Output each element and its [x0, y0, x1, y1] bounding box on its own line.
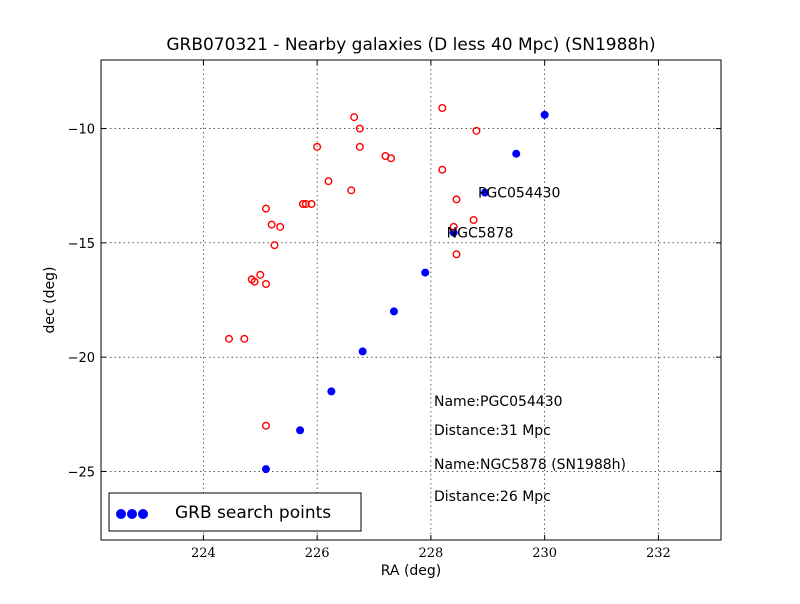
grb-search-point	[512, 149, 521, 158]
grb-search-point	[327, 387, 336, 396]
grb-search-point	[261, 465, 270, 474]
galaxy-point-label: NGC5878	[447, 226, 514, 242]
legend-box	[108, 492, 362, 532]
galaxy-point	[452, 195, 461, 204]
galaxy-point	[298, 199, 307, 208]
y-axis-label: dec (deg)	[42, 267, 58, 334]
x-axis-label: RA (deg)	[381, 563, 442, 579]
legend-label: GRB search points	[175, 503, 331, 523]
x-tick-label: 226	[305, 546, 330, 561]
galaxy-point	[472, 126, 481, 135]
galaxy-point	[387, 154, 396, 163]
grid-lines	[101, 60, 721, 540]
legend-marker	[116, 509, 126, 519]
legend-marker	[138, 509, 148, 519]
grb-search-point	[389, 307, 398, 316]
galaxy-point	[449, 222, 458, 231]
galaxy-point	[355, 142, 364, 151]
grb-search-point	[449, 228, 458, 237]
chart-title: GRB070321 - Nearby galaxies (D less 40 M…	[166, 35, 655, 55]
x-tick-label: 228	[418, 546, 443, 561]
galaxy-point	[438, 103, 447, 112]
annotation-distance-1: Distance:31 Mpc	[434, 423, 551, 439]
x-tick-label: 230	[532, 546, 557, 561]
annotation-name-1: Name:PGC054430	[434, 394, 563, 410]
galaxy-point	[307, 199, 316, 208]
data-points	[224, 103, 549, 474]
grb-search-point	[358, 347, 367, 356]
y-tick-label: −10	[68, 123, 95, 138]
grb-search-point	[296, 426, 305, 435]
galaxy-point	[452, 250, 461, 259]
legend-marker	[127, 509, 137, 519]
grb-search-point	[421, 268, 430, 277]
annotation-name-2: Name:NGC5878 (SN1988h)	[434, 457, 626, 473]
galaxy-point	[261, 421, 270, 430]
galaxy-point	[276, 222, 285, 231]
galaxy-point	[438, 165, 447, 174]
galaxy-point	[347, 186, 356, 195]
galaxy-point	[250, 277, 259, 286]
grb-search-point	[480, 188, 489, 197]
galaxy-point	[350, 113, 359, 122]
legend: GRB search points	[108, 492, 362, 532]
galaxy-point	[270, 241, 279, 250]
galaxy-point	[324, 177, 333, 186]
galaxy-point	[301, 199, 310, 208]
x-tick-label: 232	[646, 546, 671, 561]
galaxy-point	[261, 204, 270, 213]
galaxy-point	[313, 142, 322, 151]
galaxy-point	[240, 334, 249, 343]
x-tick-label: 224	[191, 546, 216, 561]
galaxy-point	[261, 280, 270, 289]
galaxy-point	[469, 215, 478, 224]
y-tick-label: −15	[68, 237, 95, 252]
grb-search-point	[540, 110, 549, 119]
y-tick-label: −25	[68, 465, 95, 480]
galaxy-point	[355, 124, 364, 133]
galaxy-point-label: PGC054430	[478, 186, 561, 202]
plot-frame	[100, 59, 722, 541]
galaxy-point	[267, 220, 276, 229]
point-labels: PGC054430 NGC5878	[447, 186, 561, 242]
galaxy-point	[224, 334, 233, 343]
axis-ticks: 224 226 228 230 232 −10 −15 −20 −25	[68, 60, 721, 561]
annotation-block: Name:PGC054430 Distance:31 Mpc Name:NGC5…	[434, 394, 626, 505]
annotation-distance-2: Distance:26 Mpc	[434, 489, 551, 505]
y-tick-label: −20	[68, 351, 95, 366]
galaxy-point	[256, 270, 265, 279]
